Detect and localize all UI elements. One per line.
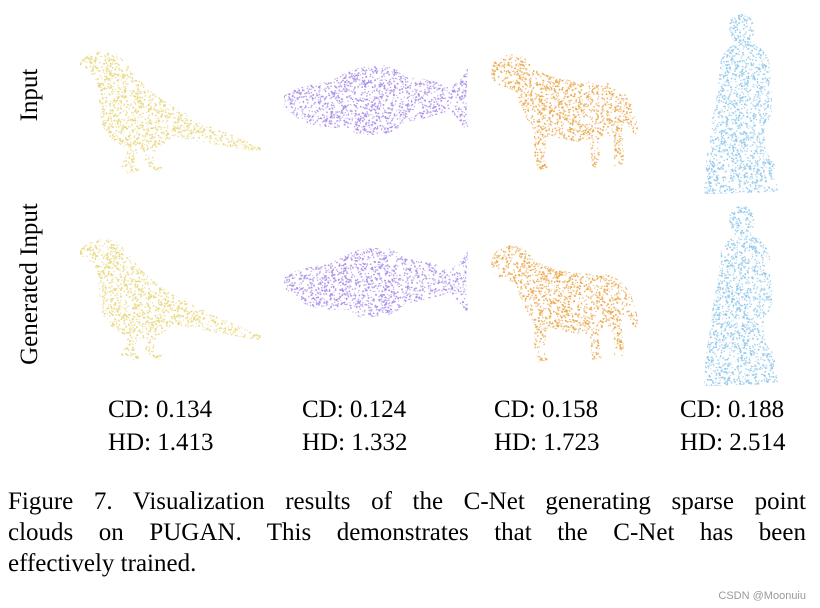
statue-point-cloud-generated — [704, 206, 778, 386]
row-label-generated-input: Generated Input — [16, 203, 44, 365]
hd-value: HD: 2.514 — [680, 426, 786, 459]
fish-point-cloud-generated — [284, 247, 468, 318]
metrics-bird: CD: 0.134 HD: 1.413 — [108, 393, 214, 459]
statue-point-cloud-icon — [704, 206, 778, 386]
cd-value: CD: 0.124 — [302, 393, 408, 426]
cd-value: CD: 0.134 — [108, 393, 214, 426]
row-label-input: Input — [16, 69, 44, 122]
caption-line-3: effectively trained. — [8, 548, 806, 579]
dog-point-cloud-input — [491, 53, 638, 170]
watermark: CSDN @Moonuiu — [718, 590, 806, 602]
statue-point-cloud-icon — [704, 14, 778, 194]
hd-value: HD: 1.332 — [302, 426, 408, 459]
bird-point-cloud-icon — [80, 50, 262, 174]
hd-value: HD: 1.413 — [108, 426, 214, 459]
hd-value: HD: 1.723 — [494, 426, 600, 459]
dog-point-cloud-icon — [491, 53, 638, 170]
fish-point-cloud-icon — [284, 247, 468, 318]
cd-value: CD: 0.188 — [680, 393, 786, 426]
figure-caption: Figure 7. Visualization results of the C… — [8, 486, 806, 579]
caption-line-1: Figure 7. Visualization results of the C… — [8, 486, 806, 517]
metrics-statue: CD: 0.188 HD: 2.514 — [680, 393, 786, 459]
cd-value: CD: 0.158 — [494, 393, 600, 426]
bird-point-cloud-icon — [80, 238, 262, 362]
caption-line-2: clouds on PUGAN. This demonstrates that … — [8, 517, 806, 548]
dog-point-cloud-icon — [491, 245, 638, 362]
bird-point-cloud-input — [80, 50, 262, 174]
fish-point-cloud-icon — [284, 65, 468, 136]
bird-point-cloud-generated — [80, 238, 262, 362]
statue-point-cloud-input — [704, 14, 778, 194]
metrics-dog: CD: 0.158 HD: 1.723 — [494, 393, 600, 459]
dog-point-cloud-generated — [491, 245, 638, 362]
metrics-fish: CD: 0.124 HD: 1.332 — [302, 393, 408, 459]
fish-point-cloud-input — [284, 65, 468, 136]
